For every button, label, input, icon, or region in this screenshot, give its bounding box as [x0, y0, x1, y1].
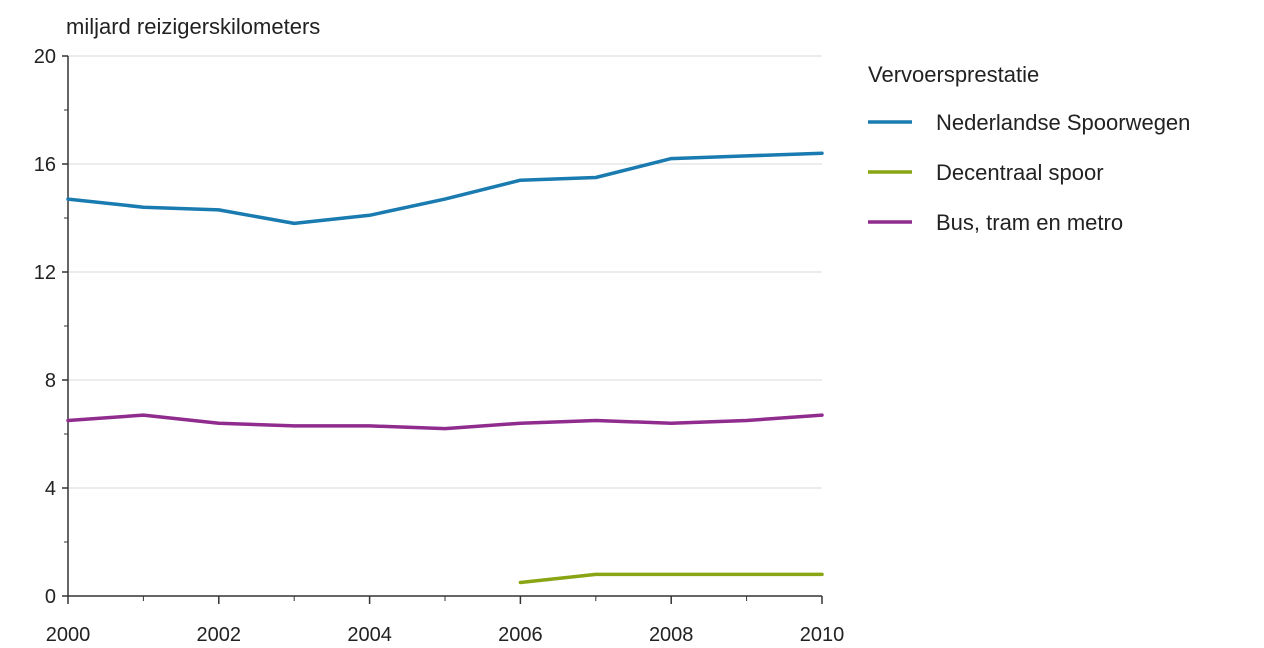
x-tick-label: 2002	[197, 624, 242, 646]
x-tick-label: 2000	[46, 624, 91, 646]
series-line-nederlandse-spoorwegen	[66, 151, 824, 226]
series-line-bus-tram-en-metro	[66, 413, 824, 431]
x-tick-label: 2006	[498, 624, 543, 646]
legend-label-bus-tram-en-metro: Bus, tram en metro	[936, 210, 1123, 235]
gridlines	[68, 55, 822, 489]
y-tick-label: 12	[34, 262, 56, 284]
x-tick-label: 2004	[347, 624, 392, 646]
legend: Vervoersprestatie Nederlandse Spoorwegen…	[868, 62, 1190, 235]
y-tick-label: 4	[45, 478, 56, 500]
tick-labels: 0 4 8 12 16 20 2000 2002 2004 2006 2008 2010	[34, 46, 845, 646]
y-tick-label: 0	[45, 586, 56, 608]
legend-label-nederlandse-spoorwegen: Nederlandse Spoorwegen	[936, 110, 1190, 135]
y-tick-label: 20	[34, 46, 56, 68]
legend-title: Vervoersprestatie	[868, 62, 1039, 87]
y-tick-label: 8	[45, 370, 56, 392]
x-tick-label: 2010	[800, 624, 845, 646]
y-tick-label: 16	[34, 154, 56, 176]
series-line-decentraal-spoor	[518, 572, 824, 585]
axes	[62, 55, 823, 604]
y-axis-label: miljard reizigerskilometers	[66, 14, 320, 39]
series-lines	[66, 151, 824, 585]
legend-label-decentraal-spoor: Decentraal spoor	[936, 160, 1104, 185]
x-tick-label: 2008	[649, 624, 694, 646]
